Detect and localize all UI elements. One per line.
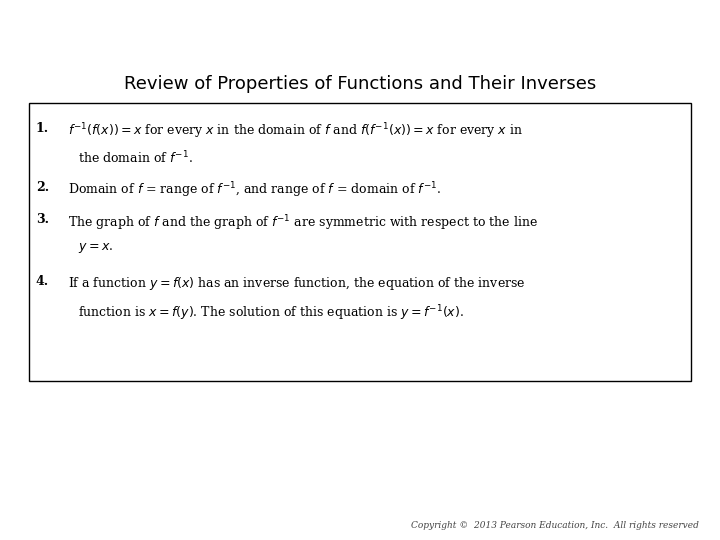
Text: function is $x = f(y)$. The solution of this equation is $y = f^{-1}(x)$.: function is $x = f(y)$. The solution of …: [78, 303, 464, 323]
FancyBboxPatch shape: [29, 103, 691, 381]
Text: Review of Properties of Functions and Their Inverses: Review of Properties of Functions and Th…: [124, 75, 596, 93]
Text: $f^{-1}(f(x)) = x$ for every $x$ in the domain of $f$ and $f(f^{-1}(x)) = x$ for: $f^{-1}(f(x)) = x$ for every $x$ in the …: [68, 122, 523, 141]
Text: 2.: 2.: [36, 181, 49, 194]
Text: If a function $y = f(x)$ has an inverse function, the equation of the inverse: If a function $y = f(x)$ has an inverse …: [68, 275, 526, 292]
Text: The graph of $f$ and the graph of $f^{-1}$ are symmetric with respect to the lin: The graph of $f$ and the graph of $f^{-1…: [68, 213, 539, 233]
Text: $y = x$.: $y = x$.: [78, 241, 113, 255]
Text: the domain of $f^{-1}$.: the domain of $f^{-1}$.: [78, 150, 192, 166]
Text: Copyright ©  2013 Pearson Education, Inc.  All rights reserved: Copyright © 2013 Pearson Education, Inc.…: [410, 521, 698, 530]
Text: 1.: 1.: [36, 122, 49, 134]
Text: Domain of $f$ = range of $f^{-1}$, and range of $f$ = domain of $f^{-1}$.: Domain of $f$ = range of $f^{-1}$, and r…: [68, 181, 441, 200]
Text: 3.: 3.: [36, 213, 49, 226]
Text: 4.: 4.: [36, 275, 49, 288]
